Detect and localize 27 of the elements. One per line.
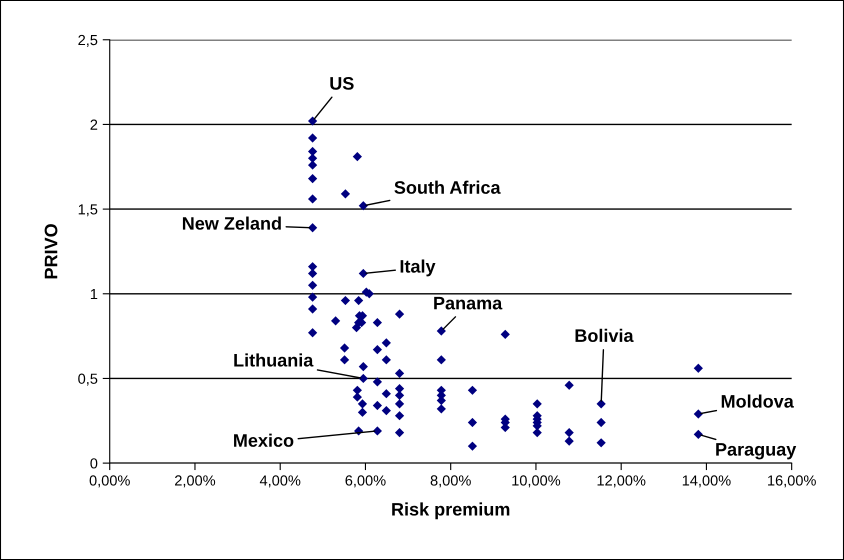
annotation: South Africa — [394, 180, 501, 194]
y-tick-label: 2,5 — [78, 34, 98, 47]
annotation: Lithuania — [234, 353, 314, 367]
x-tick-label: 2,00% — [175, 475, 216, 488]
annotation: Moldova — [722, 394, 794, 408]
x-tick-label: 8,00% — [430, 475, 471, 488]
y-tick-label: 1,5 — [78, 204, 98, 216]
y-tick-label: 1 — [90, 289, 98, 300]
annotation: Bolivia — [576, 328, 634, 342]
annotation: US — [330, 76, 354, 90]
y-tick-label: 0 — [90, 458, 98, 469]
annotation: Panama — [434, 296, 502, 310]
y-axis-title: PRIVO — [44, 224, 58, 278]
x-tick-label: 4,00% — [260, 475, 300, 488]
annotation: New Zeland — [182, 216, 281, 230]
annotation: Paraguay — [716, 443, 796, 460]
x-tick-label: 12,00% — [598, 475, 646, 488]
x-axis-title: Risk premium — [392, 502, 510, 520]
annotation: Italy — [400, 259, 436, 276]
y-tick-label: 0,5 — [78, 374, 98, 386]
x-tick-label: 14,00% — [682, 475, 731, 488]
x-tick-label: 16,00% — [768, 475, 816, 488]
y-tick-label: 2 — [90, 120, 98, 130]
x-tick-label: 6,00% — [346, 475, 386, 488]
x-tick-label: 0,00% — [90, 475, 130, 488]
annotation: Mexico — [234, 434, 294, 447]
x-tick-label: 10,00% — [512, 475, 560, 488]
